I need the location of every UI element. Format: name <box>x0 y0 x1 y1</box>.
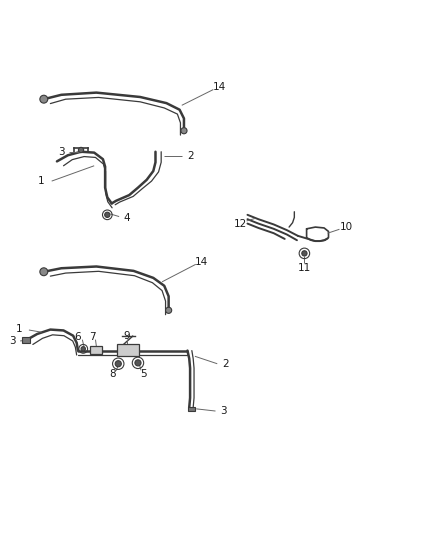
Circle shape <box>78 147 84 152</box>
Bar <box>22 337 30 343</box>
Text: 6: 6 <box>74 332 81 342</box>
Text: 11: 11 <box>298 263 311 273</box>
Circle shape <box>166 307 172 313</box>
Circle shape <box>40 268 48 276</box>
Text: 9: 9 <box>124 330 131 341</box>
Circle shape <box>135 360 141 366</box>
Circle shape <box>302 251 307 256</box>
Text: 1: 1 <box>16 324 23 334</box>
Text: 7: 7 <box>89 332 96 342</box>
Text: 14: 14 <box>195 257 208 267</box>
Text: 2: 2 <box>222 359 229 369</box>
Circle shape <box>105 212 110 217</box>
Bar <box>188 407 195 411</box>
Circle shape <box>81 346 85 351</box>
Text: 3: 3 <box>220 406 227 416</box>
Text: 4: 4 <box>124 213 131 223</box>
Circle shape <box>40 95 48 103</box>
Circle shape <box>115 361 121 367</box>
Text: 3: 3 <box>58 147 65 157</box>
Text: 8: 8 <box>110 369 117 379</box>
Text: 2: 2 <box>187 151 194 161</box>
Text: 14: 14 <box>212 82 226 92</box>
Text: 5: 5 <box>140 369 147 379</box>
Text: 12: 12 <box>233 219 247 229</box>
Bar <box>117 344 139 356</box>
Text: 10: 10 <box>339 222 353 232</box>
Circle shape <box>181 128 187 134</box>
Text: 1: 1 <box>38 176 45 186</box>
Text: 3: 3 <box>9 336 16 346</box>
Bar <box>90 346 102 354</box>
